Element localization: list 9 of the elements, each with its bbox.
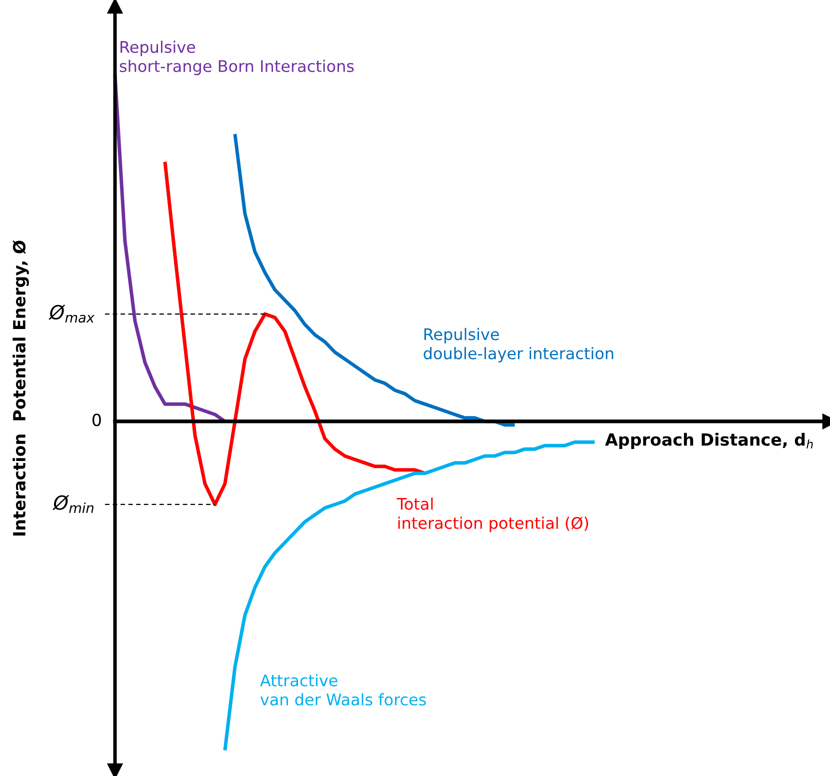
series-label: Repulsive short-range Born Interactions xyxy=(120,40,354,76)
series-label: Total interaction potential (Ø) xyxy=(396,498,588,532)
ref-line-label: 0 xyxy=(92,414,101,426)
x-axis-title: Approach Distance, d$_{h}$ xyxy=(605,432,813,450)
y-axis-title: Interaction Potential Energy, Ø xyxy=(12,240,29,536)
ref-line-label: Ø$_{min}$ xyxy=(52,494,94,513)
series-label: Attractive van der Waals forces xyxy=(260,674,426,706)
ref-line-label: Ø$_{max}$ xyxy=(48,304,95,323)
text: Repulsive double-layer interaction xyxy=(424,328,614,362)
